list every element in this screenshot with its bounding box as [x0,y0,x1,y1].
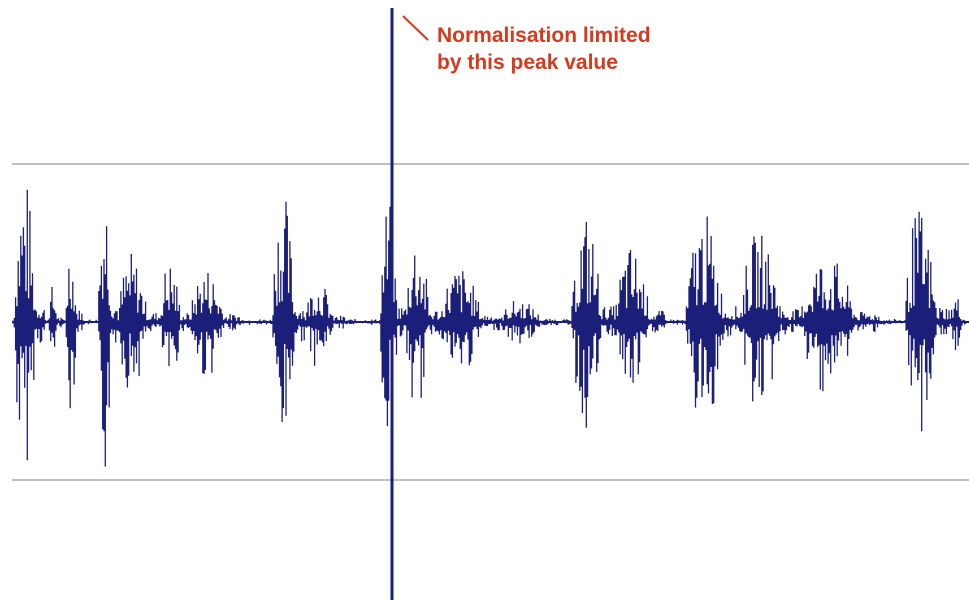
annotation-label: Normalisation limited by this peak value [437,22,651,76]
waveform-trace [12,189,968,467]
annotation-line-2: by this peak value [437,51,618,74]
annotation-pointer-line [402,15,429,41]
audio-waveform [12,189,968,467]
annotation-line-1: Normalisation limited [437,24,651,47]
